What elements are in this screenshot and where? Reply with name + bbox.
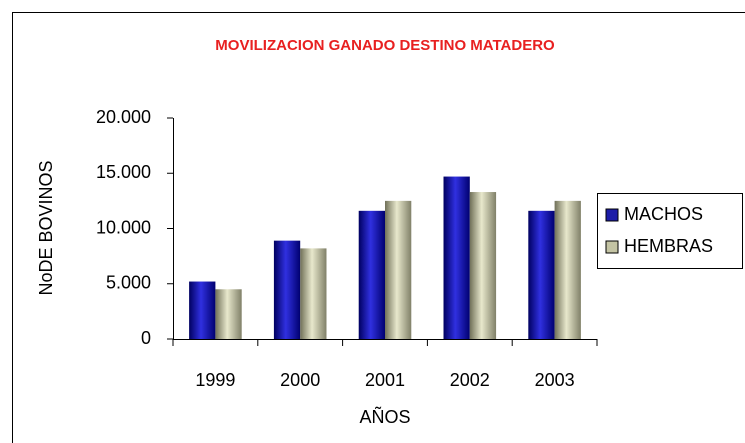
bar	[385, 200, 412, 339]
y-axis-label: NoDE BOVINOS	[36, 160, 56, 295]
x-tick-label: 2003	[535, 370, 575, 390]
bar	[273, 240, 301, 339]
y-tick-label: 0	[141, 328, 151, 348]
bar	[554, 200, 581, 339]
y-tick-label: 20.000	[96, 107, 151, 127]
y-tick-label: 5.000	[106, 273, 151, 293]
legend-swatch	[605, 208, 619, 222]
bar	[215, 289, 242, 339]
bar	[469, 192, 497, 339]
chart-title: MOVILIZACION GANADO DESTINO MATADERO	[215, 37, 555, 54]
legend-label: HEMBRAS	[624, 236, 713, 256]
legend	[597, 193, 743, 269]
x-tick-label: 2001	[365, 370, 405, 390]
x-axis-label: AÑOS	[359, 406, 410, 427]
bar	[189, 281, 216, 339]
bar	[443, 176, 470, 339]
y-tick-label: 10.000	[96, 217, 151, 237]
y-tick-label: 15.000	[96, 162, 151, 182]
bar	[300, 248, 327, 339]
x-tick-label: 2002	[450, 370, 490, 390]
legend-swatch	[605, 240, 619, 254]
legend-label: MACHOS	[624, 204, 703, 224]
bar	[528, 210, 555, 339]
x-tick-label: 1999	[195, 370, 235, 390]
bar	[358, 210, 385, 339]
x-tick-label: 2000	[280, 370, 320, 390]
